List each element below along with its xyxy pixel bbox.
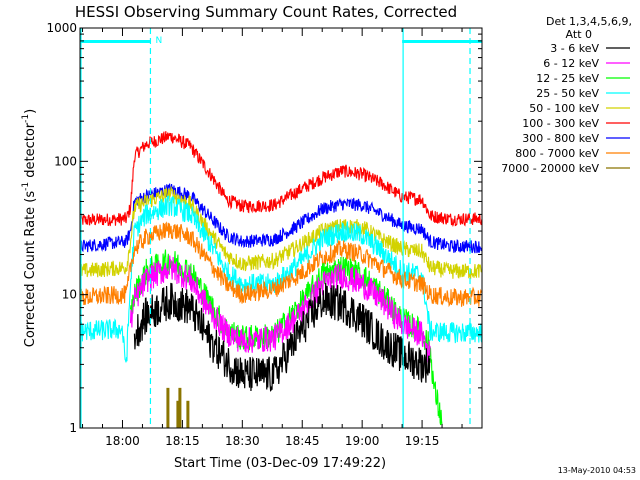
- y-tick-label: 10: [62, 288, 77, 302]
- legend-header-1: Det 1,3,4,5,6,9,: [546, 15, 632, 28]
- series-layer: [80, 131, 482, 428]
- legend: Det 1,3,4,5,6,9, Att 0 3 - 6 keV 6 - 12 k…: [501, 15, 632, 175]
- burst-2: [176, 400, 180, 428]
- y-axis-label-main: Corrected Count Rate (s: [23, 191, 38, 348]
- legend-entry-label: 7000 - 20000 keV: [501, 162, 599, 175]
- legend-entry-label: 12 - 25 keV: [536, 72, 599, 85]
- y-tick-label: 1000: [46, 21, 77, 35]
- y-axis-label: Corrected Count Rate (s-1 detector-1): [21, 109, 38, 347]
- x-tick-label: 19:15: [405, 434, 440, 448]
- x-tick-label: 19:00: [345, 434, 380, 448]
- legend-entry-label: 6 - 12 keV: [543, 57, 599, 70]
- y-axis-label-sup1: -1: [21, 182, 31, 191]
- burst-3: [178, 387, 182, 428]
- y-axis-label-end: ): [23, 109, 38, 114]
- night-label: N: [155, 36, 162, 46]
- y-axis-label-sup2: -1: [21, 114, 31, 123]
- legend-entry-label: 800 - 7000 keV: [515, 147, 599, 160]
- burst-1: [166, 387, 170, 428]
- x-tick-label: 18:00: [105, 434, 140, 448]
- burst-4: [186, 400, 190, 428]
- axis-ticks: 18:00 18:15 18:30 18:45 19:00 19:15 1 10 100 1000: [46, 21, 482, 448]
- legend-entry-label: 300 - 800 keV: [522, 132, 599, 145]
- x-tick-label: 18:30: [225, 434, 260, 448]
- plot-frame: [79, 27, 483, 429]
- series-line-5: [80, 221, 482, 308]
- series-line-1: [80, 131, 482, 227]
- flags-layer: N: [80, 28, 482, 428]
- y-tick-label: 1: [69, 421, 77, 435]
- chart-title: HESSI Observing Summary Count Rates, Cor…: [75, 3, 457, 21]
- y-tick-label: 100: [54, 154, 77, 168]
- x-tick-label: 18:15: [165, 434, 200, 448]
- legend-entry-label: 100 - 300 keV: [522, 117, 599, 130]
- legend-entry-label: 50 - 100 keV: [529, 102, 599, 115]
- night-flag-bar-1: [80, 40, 151, 43]
- footer-date: 13-May-2010 04:53: [558, 466, 636, 475]
- legend-header-2: Att 0: [566, 28, 592, 41]
- legend-entry-label: 3 - 6 keV: [550, 42, 599, 55]
- x-axis-label: Start Time (03-Dec-09 17:49:22): [174, 456, 386, 471]
- legend-entry-label: 25 - 50 keV: [536, 87, 599, 100]
- y-axis-label-mid: detector: [23, 122, 38, 182]
- series-line-2: [80, 183, 482, 254]
- series-line-8: [133, 282, 431, 392]
- series-line-7: [129, 255, 431, 363]
- series-line-3: [80, 186, 482, 280]
- x-tick-label: 18:45: [285, 434, 320, 448]
- night-flag-bar-2: [402, 40, 482, 43]
